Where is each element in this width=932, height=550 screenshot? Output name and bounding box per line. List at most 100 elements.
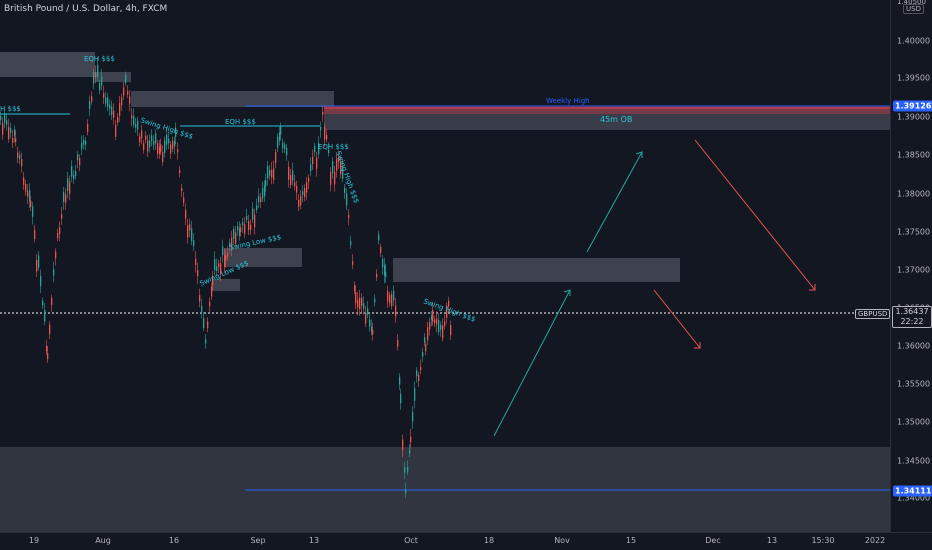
candle-body bbox=[372, 329, 374, 335]
candle-body bbox=[109, 104, 111, 109]
ob-45m-zone bbox=[324, 107, 890, 130]
candle-body bbox=[63, 192, 65, 202]
candle-body bbox=[225, 255, 227, 260]
time-tick: Nov bbox=[554, 536, 570, 545]
candle-body bbox=[318, 143, 320, 155]
time-tick: 13 bbox=[766, 536, 778, 545]
candle-body bbox=[151, 135, 153, 142]
candle-body bbox=[155, 133, 157, 144]
candle-body bbox=[361, 297, 363, 306]
candle-body bbox=[284, 144, 286, 150]
candle-body bbox=[147, 140, 149, 152]
candle-body bbox=[211, 286, 213, 297]
time-tick: Aug bbox=[95, 536, 111, 545]
time-axis[interactable]: 19 Aug 16 Sep 13 Oct 18 Nov 15 Dec 13 15:30 2022 bbox=[0, 532, 932, 550]
candle-body bbox=[277, 136, 279, 148]
candle-body bbox=[275, 152, 277, 164]
weekly-high-price-label: 1.39126 bbox=[893, 100, 932, 112]
candle-body bbox=[382, 258, 384, 268]
candle-body bbox=[290, 174, 292, 186]
candle-body bbox=[91, 96, 93, 102]
candle-body bbox=[256, 205, 258, 211]
candle-body bbox=[61, 214, 63, 219]
candle-body bbox=[111, 106, 113, 115]
candle-body bbox=[205, 339, 207, 344]
candle-body bbox=[181, 187, 183, 192]
candle-body bbox=[183, 197, 185, 203]
candle-body bbox=[432, 309, 434, 322]
candle-body bbox=[252, 208, 254, 220]
candle-body bbox=[101, 76, 103, 86]
chart-title: British Pound / U.S. Dollar, 4h, FXCM bbox=[4, 4, 168, 14]
time-tick: 13 bbox=[308, 536, 320, 545]
candle-body bbox=[298, 199, 300, 207]
candle-body bbox=[385, 271, 387, 277]
arrow-down-2 bbox=[694, 139, 816, 291]
price-tick: 1.34500 bbox=[897, 456, 931, 466]
candle-body bbox=[237, 226, 239, 231]
candle-body bbox=[414, 388, 416, 401]
candle-body bbox=[127, 91, 129, 95]
candle-body bbox=[322, 111, 324, 115]
candle-body bbox=[330, 172, 332, 185]
candle-body bbox=[125, 75, 127, 84]
candle-body bbox=[254, 214, 256, 228]
candle-body bbox=[262, 188, 264, 199]
candle-body bbox=[429, 322, 431, 330]
candle-body bbox=[363, 303, 365, 309]
candle-body bbox=[201, 305, 203, 312]
candle-body bbox=[175, 127, 177, 137]
countdown-timer: 22:22 bbox=[900, 317, 924, 326]
candle-body bbox=[8, 126, 10, 140]
weekly-low-price-label: 1.34111 bbox=[893, 485, 932, 497]
candle-body bbox=[380, 246, 382, 253]
candle-body bbox=[348, 215, 350, 219]
candle-body bbox=[296, 186, 298, 193]
candle-body bbox=[207, 321, 209, 328]
candle-body bbox=[425, 344, 427, 352]
price-tick: 1.36000 bbox=[897, 341, 931, 351]
candle-body bbox=[346, 193, 348, 206]
candle-body bbox=[300, 195, 302, 206]
candle-body bbox=[107, 97, 109, 107]
candle-body bbox=[164, 140, 166, 153]
candle-body bbox=[199, 295, 201, 302]
candle-body bbox=[53, 269, 55, 276]
arrow-down-1 bbox=[653, 289, 701, 349]
candle-body bbox=[77, 154, 79, 161]
candle-body bbox=[338, 157, 340, 162]
candle-body bbox=[242, 222, 244, 226]
candle-body bbox=[442, 325, 444, 339]
candle-body bbox=[279, 132, 281, 141]
candle-body bbox=[384, 265, 386, 276]
candle-body bbox=[177, 149, 179, 153]
candle-body bbox=[410, 436, 412, 443]
price-tick: 1.35500 bbox=[897, 379, 931, 389]
price-axis[interactable]: 1.40000 1.39500 1.39000 1.38500 1.38000 1.375… bbox=[890, 0, 932, 532]
candle-body bbox=[438, 319, 440, 333]
candle-body bbox=[29, 190, 31, 202]
h-left-label: H $$$ bbox=[0, 105, 21, 113]
candle-body bbox=[131, 115, 133, 119]
price-tick: 1.35000 bbox=[897, 417, 931, 427]
candle-body bbox=[117, 117, 119, 123]
candle-body bbox=[19, 154, 21, 160]
candle-body bbox=[220, 263, 222, 275]
candle-body bbox=[187, 225, 189, 238]
currency-badge[interactable]: USD bbox=[903, 4, 924, 14]
candle-body bbox=[153, 140, 155, 145]
candle-body bbox=[288, 166, 290, 180]
candle-body bbox=[357, 299, 359, 308]
candle-body bbox=[97, 64, 99, 77]
candle-body bbox=[218, 263, 220, 267]
candle-body bbox=[448, 300, 450, 307]
candle-body bbox=[391, 294, 393, 307]
candle-body bbox=[244, 224, 246, 234]
candle-body bbox=[365, 312, 367, 324]
candle-body bbox=[87, 124, 89, 133]
candle-body bbox=[12, 138, 14, 143]
chart-canvas[interactable]: EQH $$$ H $$$ EQH $$$ EQH $$$ Weekly Hig… bbox=[0, 0, 890, 532]
price-chart[interactable]: EQH $$$ H $$$ EQH $$$ EQH $$$ Weekly Hig… bbox=[0, 0, 891, 532]
candle-body bbox=[320, 126, 322, 131]
candle-body bbox=[47, 353, 49, 360]
